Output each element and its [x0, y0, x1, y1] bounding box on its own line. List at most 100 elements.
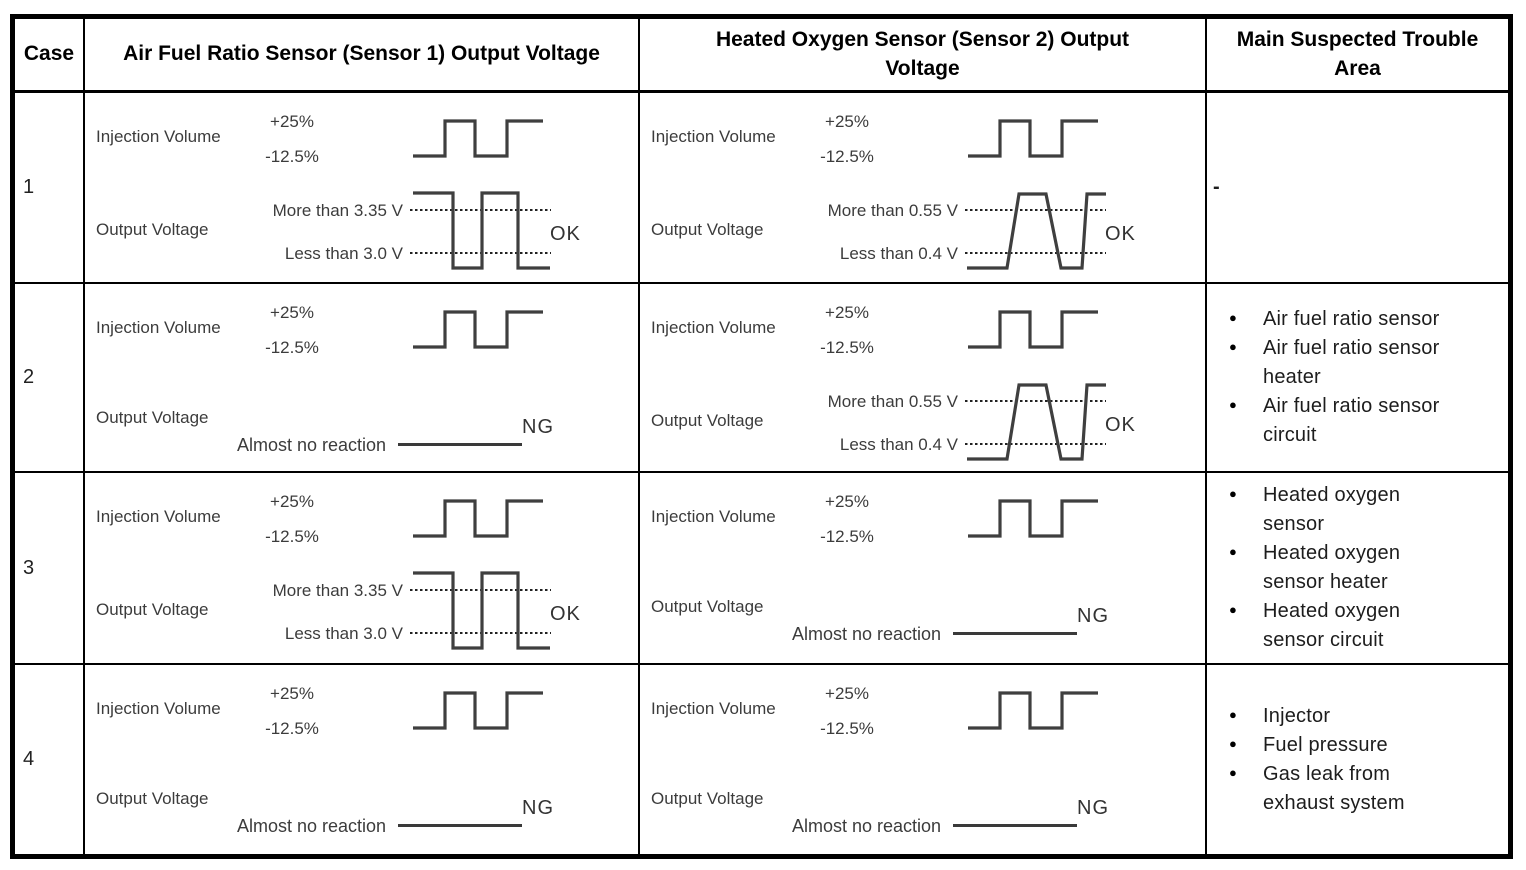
output-voltage-label: Output Voltage [96, 789, 209, 808]
output-waveform-square [410, 571, 551, 650]
trouble-list: ● Air fuel ratio sensor ● Air fuel ratio se… [1207, 305, 1508, 450]
trouble-item-text: Air fuel ratio sensor circuit [1263, 395, 1440, 446]
injection-minus-label: -12.5% [265, 527, 319, 546]
injection-minus-label: -12.5% [265, 719, 319, 738]
injection-waveform [413, 691, 543, 730]
no-reaction-label: Almost no reaction [237, 435, 387, 455]
flat-output-line [398, 824, 522, 827]
no-reaction-label: Almost no reaction [792, 624, 942, 644]
injection-plus-label: +25% [270, 492, 314, 511]
bullet-icon: ● [1229, 310, 1237, 325]
injection-plus-label: +25% [825, 684, 869, 703]
no-reaction-label: Almost no reaction [792, 816, 942, 836]
trouble-item-text: Heated oxygen sensor heater [1263, 542, 1401, 593]
output-waveform-trapezoid [965, 192, 1106, 270]
upper-threshold-label: More than 3.35 V [272, 201, 403, 220]
trouble-item: ● Heated oxygen sensor [1207, 481, 1508, 539]
output-voltage-label: Output Voltage [651, 411, 764, 430]
injection-waveform [968, 119, 1098, 158]
output-voltage-label: Output Voltage [96, 220, 209, 239]
case1-sensor2-cell: Injection Volume +25% -12.5% Output Volt… [640, 93, 1207, 284]
injection-minus-label: -12.5% [820, 719, 874, 738]
injection-waveform [413, 119, 543, 158]
injection-volume-label: Injection Volume [651, 318, 776, 337]
bullet-icon: ● [1229, 397, 1237, 412]
trouble-item-text: Air fuel ratio sensor heater [1263, 337, 1440, 388]
case-number-3: 3 [15, 473, 85, 665]
trouble-list: ● Injector ● Fuel pressure ● Gas leak from ex… [1207, 702, 1508, 818]
injection-minus-label: -12.5% [820, 147, 874, 166]
case-number-4: 4 [15, 665, 85, 854]
header-sensor2: Heated Oxygen Sensor (Sensor 2) Output V… [640, 19, 1207, 93]
header-sensor1: Air Fuel Ratio Sensor (Sensor 1) Output … [85, 19, 640, 93]
flat-output-line [953, 824, 1077, 827]
upper-threshold-label: More than 3.35 V [272, 581, 403, 600]
trouble-item-text: Injector [1263, 704, 1331, 727]
result-ok-label: OK [1105, 223, 1136, 245]
trouble-item: ● Air fuel ratio sensor [1207, 305, 1508, 334]
bullet-icon: ● [1229, 602, 1237, 617]
trouble-item: ● Gas leak from exhaust system [1207, 760, 1508, 818]
result-ng-label: NG [1077, 797, 1109, 819]
trouble-item-text: Heated oxygen sensor circuit [1263, 600, 1401, 651]
case3-sensor2-cell: Injection Volume +25% -12.5% Output Volt… [640, 473, 1207, 665]
injection-plus-label: +25% [825, 303, 869, 322]
injection-plus-label: +25% [270, 684, 314, 703]
flat-output-line [398, 443, 522, 446]
header-case: Case [15, 19, 85, 93]
lower-threshold-label: Less than 0.4 V [839, 435, 958, 454]
case2-sensor1-cell: Injection Volume +25% -12.5% Output Volt… [85, 284, 640, 473]
injection-volume-label: Injection Volume [96, 318, 221, 337]
injection-waveform [968, 499, 1098, 538]
injection-volume-label: Injection Volume [651, 699, 776, 718]
case4-sensor1-cell: Injection Volume +25% -12.5% Output Volt… [85, 665, 640, 854]
case3-sensor1-cell: Injection Volume +25% -12.5% Output Volt… [85, 473, 640, 665]
output-waveform-trapezoid [965, 383, 1106, 461]
trouble-item-text: Heated oxygen sensor [1263, 484, 1401, 535]
case2-trouble-cell: ● Air fuel ratio sensor ● Air fuel ratio se… [1207, 284, 1508, 473]
injection-volume-label: Injection Volume [651, 127, 776, 146]
upper-threshold-label: More than 0.55 V [827, 392, 958, 411]
output-voltage-label: Output Voltage [651, 789, 764, 808]
no-reaction-label: Almost no reaction [237, 816, 387, 836]
injection-plus-label: +25% [270, 112, 314, 131]
case1-trouble-cell: - [1207, 93, 1508, 284]
injection-plus-label: +25% [825, 492, 869, 511]
trouble-item: ● Air fuel ratio sensor circuit [1207, 392, 1508, 450]
output-voltage-label: Output Voltage [96, 600, 209, 619]
injection-volume-label: Injection Volume [96, 507, 221, 526]
injection-minus-label: -12.5% [820, 527, 874, 546]
bullet-icon: ● [1229, 544, 1237, 559]
bullet-icon: ● [1229, 486, 1237, 501]
injection-waveform [413, 499, 543, 538]
result-ng-label: NG [522, 416, 554, 438]
injection-waveform [968, 310, 1098, 349]
output-voltage-label: Output Voltage [651, 597, 764, 616]
bullet-icon: ● [1229, 706, 1237, 722]
output-voltage-label: Output Voltage [96, 408, 209, 427]
injection-volume-label: Injection Volume [651, 507, 776, 526]
output-waveform-square [410, 191, 551, 270]
result-ok-label: OK [1105, 414, 1136, 436]
trouble-item: ● Fuel pressure [1207, 731, 1508, 760]
trouble-item: ● Injector [1207, 702, 1508, 731]
upper-threshold-label: More than 0.55 V [827, 201, 958, 220]
trouble-list: ● Heated oxygen sensor ● Heated oxygen sens… [1207, 481, 1508, 655]
injection-minus-label: -12.5% [265, 147, 319, 166]
lower-threshold-label: Less than 0.4 V [839, 244, 958, 263]
injection-volume-label: Injection Volume [96, 127, 221, 146]
case4-trouble-cell: ● Injector ● Fuel pressure ● Gas leak from ex… [1207, 665, 1508, 854]
result-ok-label: OK [550, 603, 581, 625]
trouble-item: ● Air fuel ratio sensor heater [1207, 334, 1508, 392]
case-number-2: 2 [15, 284, 85, 473]
result-ok-label: OK [550, 223, 581, 245]
injection-plus-label: +25% [270, 303, 314, 322]
trouble-item-text: Fuel pressure [1263, 733, 1388, 756]
injection-waveform [413, 310, 543, 349]
injection-plus-label: +25% [825, 112, 869, 131]
case2-sensor2-cell: Injection Volume +25% -12.5% Output Volt… [640, 284, 1207, 473]
output-voltage-label: Output Voltage [651, 220, 764, 239]
trouble-item-text: Gas leak from exhaust system [1263, 762, 1405, 814]
flat-output-line [953, 632, 1077, 635]
case3-trouble-cell: ● Heated oxygen sensor ● Heated oxygen sens… [1207, 473, 1508, 665]
